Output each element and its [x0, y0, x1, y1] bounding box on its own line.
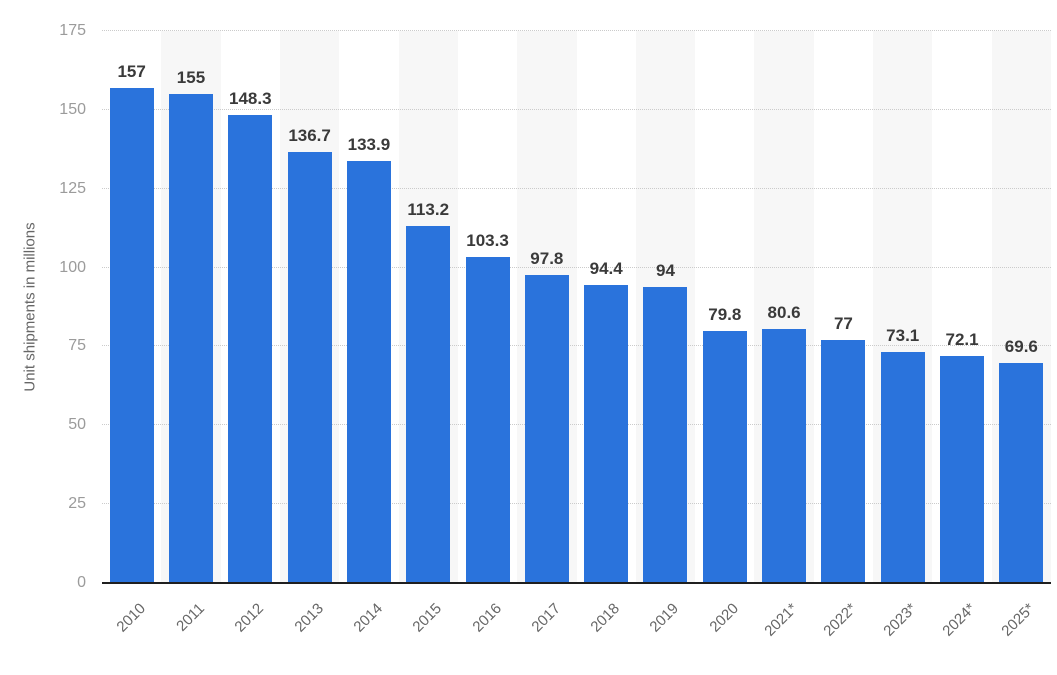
bar-2014[interactable]	[346, 160, 391, 583]
x-tick-label: 2017	[528, 600, 564, 636]
bar-value-label: 103.3	[466, 231, 509, 251]
bar-value-label: 69.6	[1004, 337, 1038, 357]
bar-2012[interactable]	[228, 115, 273, 583]
y-tick-label: 150	[59, 100, 86, 118]
bar-value-label: 72.1	[945, 329, 979, 349]
bar-value-label: 73.1	[886, 326, 920, 346]
x-tick-label: 2011	[173, 600, 208, 635]
y-axis-ticks: 0 25 50 75 100 125 150 175	[0, 22, 86, 591]
x-tick-label: 2012	[231, 600, 268, 636]
bar-2011[interactable]	[168, 94, 213, 583]
gridline	[102, 30, 1051, 31]
bar-2013[interactable]	[287, 151, 332, 583]
bar-value-label: 94.4	[589, 259, 623, 279]
bar-value-label: 113.2	[407, 199, 450, 219]
bar-2021*[interactable]	[762, 328, 807, 583]
x-tick-label: 2020	[706, 600, 742, 636]
x-tick-label: 2010	[113, 600, 149, 636]
bar-2025*[interactable]	[999, 363, 1044, 583]
y-tick-label: 125	[59, 179, 86, 197]
bar-2017[interactable]	[524, 274, 569, 583]
bar-value-label: 157	[117, 61, 146, 81]
x-axis-ticks: 2010 2011 2012 2013 2014 2015 2016 2017 2018 2019…	[102, 585, 1051, 675]
plot-area: 157 155 148.3 136.7 133.9 113.2 103.3 97.8 94.4 9…	[102, 30, 1051, 583]
bar-value-label: 79.8	[708, 305, 742, 325]
bar-2016[interactable]	[465, 257, 510, 583]
gridline	[102, 503, 1051, 505]
x-tick-label: 2019	[646, 600, 683, 636]
bar-2015[interactable]	[406, 225, 451, 583]
gridline	[102, 266, 1051, 268]
bar-2023*[interactable]	[880, 352, 925, 583]
bar-value-label: 77	[833, 314, 853, 334]
bar-value-label: 148.3	[229, 89, 272, 109]
bar-value-label: 80.6	[767, 302, 801, 322]
bar-value-label: 155	[176, 68, 206, 88]
x-axis-line	[102, 582, 1051, 584]
x-tick-label: 2015	[409, 600, 446, 636]
y-tick-label: 175	[59, 22, 86, 39]
bar-2019[interactable]	[643, 286, 688, 583]
y-tick-label: 100	[59, 258, 86, 276]
x-tick-label: 2025*	[998, 600, 1039, 640]
bar-2020[interactable]	[702, 331, 747, 583]
y-tick-label: 25	[68, 495, 86, 513]
bar-value-label: 133.9	[347, 134, 391, 154]
x-tick-label: 2023*	[879, 600, 920, 640]
bar-value-label: 94	[656, 260, 675, 280]
x-tick-label: 2024*	[939, 600, 980, 640]
y-tick-label: 50	[68, 416, 86, 434]
y-tick-label: 75	[68, 337, 86, 355]
gridline	[102, 108, 1051, 110]
x-tick-label: 2016	[468, 600, 505, 636]
x-tick-label: 2022*	[820, 600, 861, 640]
bar-2018[interactable]	[584, 285, 629, 583]
gridline	[102, 345, 1051, 347]
bar-value-label: 136.7	[288, 125, 331, 145]
x-tick-label: 2021*	[761, 600, 802, 640]
bar-2022*[interactable]	[821, 340, 866, 583]
bar-value-label: 97.8	[530, 248, 564, 268]
x-tick-label: 2014	[350, 600, 386, 636]
bar-2010[interactable]	[109, 87, 154, 583]
y-tick-label: 0	[77, 574, 86, 591]
gridline	[102, 187, 1051, 189]
x-tick-label: 2018	[587, 600, 624, 636]
gridline	[102, 424, 1051, 426]
x-tick-label: 2013	[290, 600, 327, 636]
bar-2024*[interactable]	[940, 355, 985, 583]
